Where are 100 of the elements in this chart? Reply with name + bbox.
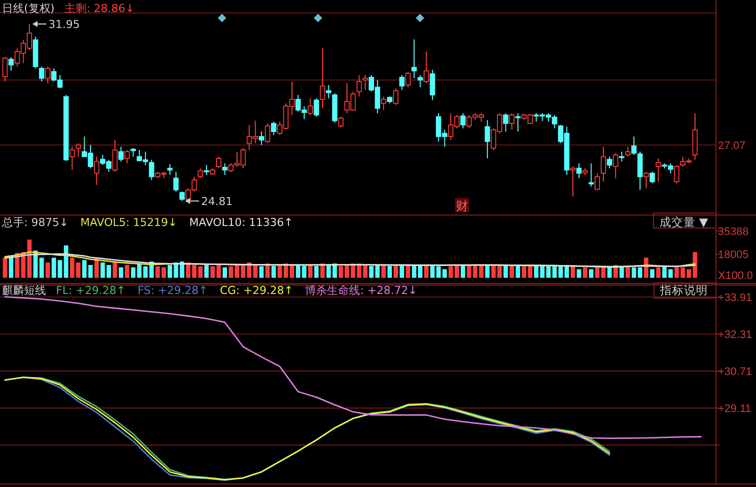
- annotation: MAVOL5: 15219↓: [80, 216, 178, 229]
- candlestick: [314, 98, 320, 118]
- bar: [112, 262, 118, 278]
- candlestick: [612, 152, 618, 179]
- bar: [528, 266, 532, 278]
- bar: [644, 258, 648, 278]
- candlestick: [45, 66, 50, 84]
- chart-title: 麒麟短线: [2, 284, 46, 297]
- candlestick: [588, 162, 594, 188]
- annotation: 24.81: [201, 195, 233, 208]
- candlestick: [216, 156, 222, 169]
- candlestick: [148, 159, 154, 180]
- bar: [570, 266, 576, 278]
- bar: [485, 264, 490, 278]
- candlestick: [94, 156, 100, 186]
- candlestick: [70, 146, 75, 171]
- candlestick: [222, 162, 228, 176]
- bar: [576, 269, 582, 278]
- bar: [394, 264, 398, 278]
- candlestick: [656, 158, 662, 182]
- bar: [168, 264, 172, 278]
- candlestick: [8, 56, 14, 72]
- candlestick: [167, 164, 173, 176]
- bar: [82, 260, 87, 278]
- y-axis-title: X100.0: [718, 270, 753, 282]
- annotation: MAVOL10: 11336↑: [189, 216, 294, 229]
- bar: [638, 267, 642, 278]
- bar: [228, 266, 234, 278]
- candlestick: [399, 74, 405, 90]
- candlestick: [308, 98, 313, 116]
- bar: [430, 266, 435, 278]
- candlestick: [173, 171, 179, 192]
- candlestick: [570, 166, 576, 198]
- candlestick: [460, 112, 466, 129]
- bar: [314, 266, 319, 278]
- candlestick: [405, 71, 411, 88]
- candlestick: [484, 119, 490, 159]
- annotation: FS: +29.28↑: [138, 284, 208, 297]
- candlestick: [625, 146, 630, 158]
- bar: [124, 264, 130, 278]
- line-series: [4, 296, 702, 440]
- bar: [504, 264, 508, 278]
- bar: [118, 267, 124, 278]
- bar: [39, 258, 44, 278]
- candlestick: [38, 66, 44, 82]
- bar: [222, 267, 228, 278]
- annotation: 博杀生命线: +28.72↓: [305, 284, 418, 297]
- candlestick: [380, 96, 386, 111]
- bar: [46, 262, 50, 278]
- y-tick-label: +30.71: [718, 366, 752, 378]
- candlestick: [509, 112, 514, 130]
- candlestick: [674, 164, 680, 184]
- bar: [516, 266, 520, 278]
- bar: [522, 266, 526, 278]
- y-tick-label: 35388: [718, 226, 749, 238]
- bar: [632, 267, 636, 278]
- chart-title: 日线(复权): [2, 2, 55, 15]
- candlestick: [619, 151, 624, 162]
- y-tick-label: +33.91: [718, 292, 752, 304]
- candlestick: [112, 140, 118, 172]
- bar: [406, 266, 410, 278]
- bar: [668, 269, 673, 278]
- candlestick: [271, 121, 276, 136]
- candlestick: [644, 171, 649, 189]
- candlestick: [2, 56, 8, 82]
- annotation: CG: +29.28↑: [220, 284, 294, 297]
- annotation: 财: [456, 199, 468, 213]
- bar: [400, 264, 404, 278]
- candlestick: [118, 146, 124, 162]
- bar: [510, 264, 514, 278]
- candlestick: [576, 162, 582, 179]
- candlestick: [393, 88, 398, 106]
- bar: [650, 269, 654, 278]
- y-tick-label: 18005: [718, 248, 749, 261]
- bar: [620, 267, 624, 278]
- candlestick: [76, 142, 81, 158]
- ref-line-label: 27.07: [718, 140, 746, 152]
- candlestick: [503, 112, 508, 132]
- candlestick: [424, 51, 429, 84]
- bar: [2, 258, 8, 278]
- annotation: 31.95: [48, 18, 80, 31]
- candlestick: [418, 74, 423, 88]
- candlestick: [411, 38, 417, 79]
- candlestick: [650, 171, 655, 184]
- bar: [497, 264, 502, 278]
- bar: [582, 267, 588, 278]
- bar: [259, 266, 264, 278]
- bar: [88, 264, 93, 278]
- annotation: 成交量 ▼: [660, 215, 708, 229]
- candlestick: [362, 74, 368, 90]
- candlestick: [338, 116, 344, 128]
- bar: [64, 245, 68, 278]
- bar: [424, 264, 429, 278]
- bar: [656, 267, 661, 278]
- bar: [180, 262, 184, 278]
- text: 主剩: 28.86↓: [64, 2, 135, 15]
- bar: [308, 264, 313, 278]
- bar: [442, 269, 447, 278]
- candlestick: [124, 149, 130, 164]
- bar: [369, 266, 374, 278]
